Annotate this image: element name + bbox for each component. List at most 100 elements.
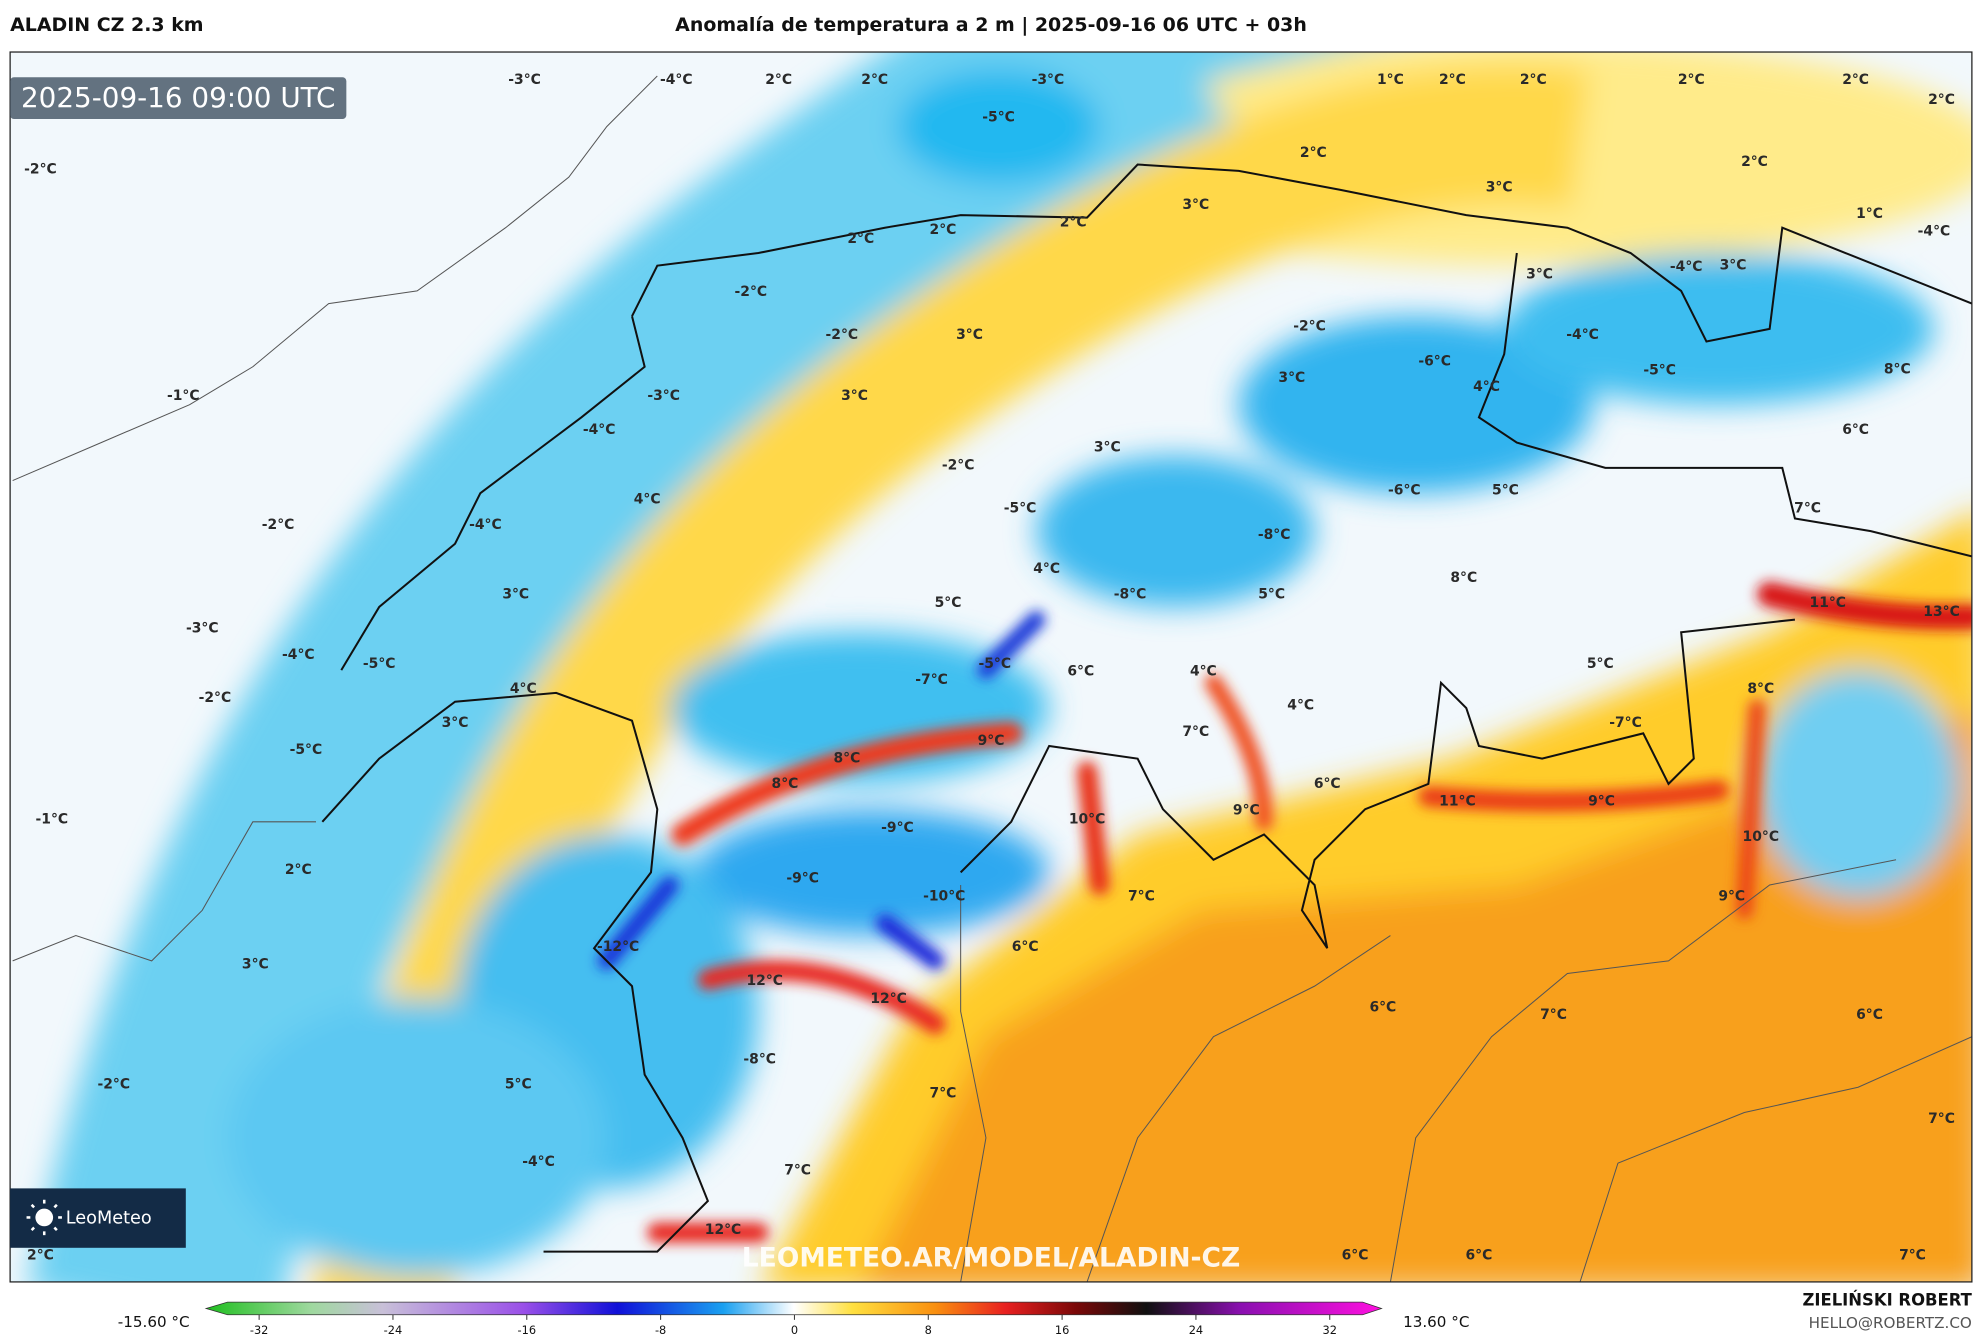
contour-label: -6°C [1388, 483, 1421, 499]
contour-label: 2°C [847, 231, 874, 247]
contour-label: 12°C [746, 973, 782, 989]
contour-label: 7°C [1128, 888, 1155, 904]
contour-label: -2°C [97, 1077, 130, 1093]
contour-label: 4°C [634, 491, 661, 507]
contour-label: -9°C [786, 871, 819, 887]
contour-label: 3°C [442, 715, 469, 731]
contour-label: 2°C [1300, 145, 1327, 161]
contour-label: -5°C [363, 656, 396, 672]
colorbar-tick-label: -16 [518, 1323, 537, 1337]
colorbar: -32 -24 -16 -8 0 8 16 24 32 [204, 1301, 1383, 1337]
contour-label: 10°C [1069, 811, 1105, 827]
contour-label: 7°C [1928, 1111, 1955, 1127]
contour-label: 2°C [1842, 72, 1869, 88]
email: HELLO@ROBERTZ.CO [1809, 1314, 1972, 1332]
contour-label: 7°C [1540, 1007, 1567, 1023]
contour-label: -4°C [1566, 327, 1599, 343]
logo-sun [35, 1208, 54, 1227]
contour-label: 6°C [1342, 1247, 1369, 1263]
contour-label: -5°C [290, 742, 323, 758]
contour-label: 13°C [1923, 604, 1959, 620]
model-label: ALADIN CZ 2.3 km [10, 14, 203, 36]
contour-label: 2°C [1678, 72, 1705, 88]
contour-label: 4°C [1190, 663, 1217, 679]
contour-label: -3°C [508, 72, 541, 88]
contour-label: -10°C [923, 888, 965, 904]
contour-label: 5°C [505, 1077, 532, 1093]
colorbar-tick-label: 24 [1189, 1323, 1203, 1337]
contour-label: 1°C [1377, 72, 1404, 88]
contour-label: 2°C [285, 862, 312, 878]
timestamp: 2025-09-16 09:00 UTC [21, 81, 335, 114]
contour-label: -12°C [597, 939, 639, 955]
contour-label: 4°C [1287, 698, 1314, 714]
contour-label: 3°C [1278, 370, 1305, 386]
contour-label: -5°C [1643, 363, 1676, 379]
contour-label: 6°C [1466, 1247, 1493, 1263]
map-frame [9, 51, 1973, 1283]
contour-label: -4°C [1918, 224, 1951, 240]
contour-label: 3°C [1094, 440, 1121, 456]
contour-label: -2°C [735, 284, 768, 300]
contour-label: -4°C [282, 647, 315, 663]
contour-label: -1°C [36, 811, 69, 827]
contour-label: 11°C [1810, 595, 1846, 611]
contour-label: 2°C [1520, 72, 1547, 88]
contour-label: 9°C [978, 733, 1005, 749]
contour-label: -4°C [583, 422, 616, 438]
contour-label: 7°C [930, 1086, 957, 1102]
contour-label: -8°C [1114, 586, 1147, 602]
contour-label: -4°C [522, 1154, 555, 1170]
contour-label: 2°C [765, 72, 792, 88]
contour-label: 5°C [1587, 656, 1614, 672]
contour-label: 3°C [502, 586, 529, 602]
contour-label: 5°C [1258, 586, 1285, 602]
contour-label: 6°C [1856, 1007, 1883, 1023]
colorbar-tick-label: 8 [925, 1323, 932, 1337]
contour-label: 3°C [1182, 197, 1209, 213]
watermark: LEOMETEO.AR/MODEL/ALADIN-CZ [742, 1243, 1241, 1274]
contour-label: 6°C [1369, 1000, 1396, 1016]
contour-label: 5°C [935, 595, 962, 611]
contour-label: 3°C [242, 957, 269, 973]
contour-label: 12°C [705, 1222, 741, 1238]
contour-label: -2°C [199, 690, 232, 706]
contour-label: -6°C [1418, 354, 1451, 370]
contour-label: 8°C [772, 776, 799, 792]
contour-label: 9°C [1588, 794, 1615, 810]
contour-label: -3°C [186, 620, 219, 636]
colorbar-tick-label: 0 [791, 1323, 798, 1337]
contour-label: 7°C [1182, 724, 1209, 740]
contour-label: 7°C [1899, 1247, 1926, 1263]
logo-rays [26, 1199, 62, 1236]
contour-label: -9°C [881, 820, 914, 836]
colorbar-tick-label: 32 [1323, 1323, 1337, 1337]
contour-label: 8°C [1450, 570, 1477, 586]
contour-label: 3°C [841, 388, 868, 404]
contour-label: -7°C [1609, 715, 1642, 731]
contour-label: 2°C [930, 222, 957, 238]
contour-label: -2°C [24, 162, 57, 178]
timestamp-box [10, 77, 347, 120]
contour-label: -7°C [915, 672, 948, 688]
contour-label: 2°C [27, 1247, 54, 1263]
contour-label: 4°C [510, 681, 537, 697]
contour-label: 7°C [1794, 500, 1821, 516]
contour-label: 2°C [1060, 215, 1087, 231]
contour-label: 6°C [1842, 422, 1869, 438]
contour-label: -1°C [167, 388, 200, 404]
contour-label: 7°C [784, 1163, 811, 1179]
contour-label: 6°C [1314, 776, 1341, 792]
contour-label: 11°C [1439, 794, 1475, 810]
contour-label: -2°C [262, 517, 295, 533]
contour-label: -3°C [1032, 72, 1065, 88]
contour-labels: -3°C -4°C 2°C 2°C -3°C 1°C 2°C 2°C 2°C 2°C 2°C -5°C… [24, 72, 1960, 1264]
contour-label: -5°C [1004, 500, 1037, 516]
colorbar-tick-label: 16 [1055, 1323, 1069, 1337]
author: ZIELIŃSKI ROBERT [1802, 1290, 1972, 1309]
contour-label: 8°C [833, 751, 860, 767]
contour-label: -4°C [469, 517, 502, 533]
contour-label: -5°C [982, 110, 1015, 126]
contour-label: -2°C [942, 457, 975, 473]
